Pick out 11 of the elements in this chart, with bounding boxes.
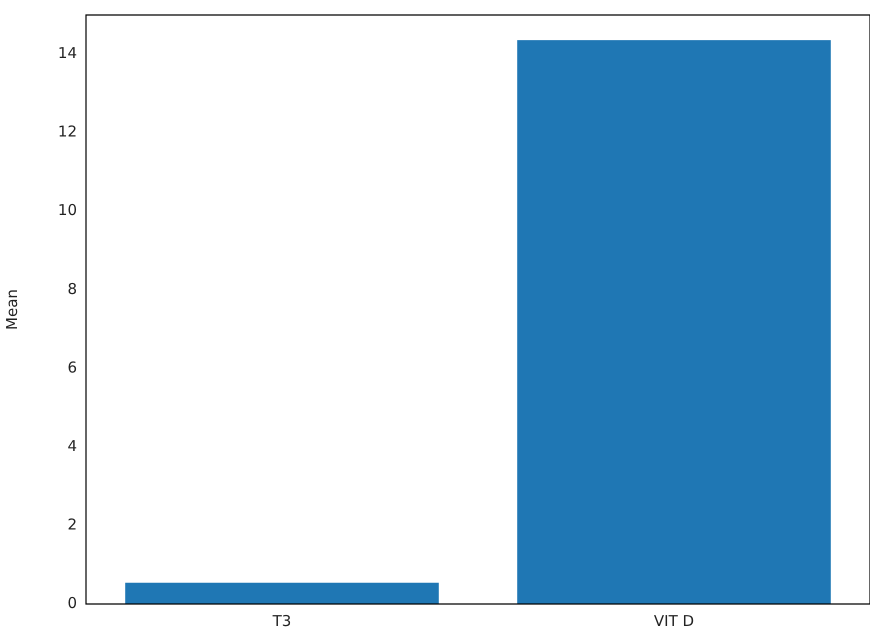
y-axis-title: Mean <box>2 289 21 330</box>
x-tick-label: VIT D <box>654 612 694 630</box>
y-tick-label: 4 <box>67 436 77 455</box>
y-tick-label: 0 <box>67 594 77 612</box>
y-tick-label: 12 <box>58 122 77 141</box>
x-tick-label: T3 <box>272 612 292 630</box>
y-tick-label: 10 <box>58 201 77 220</box>
y-tick-label: 8 <box>67 280 77 298</box>
y-tick-label: 2 <box>67 515 77 534</box>
y-tick-label: 14 <box>58 44 77 62</box>
y-tick-label: 6 <box>67 358 77 376</box>
